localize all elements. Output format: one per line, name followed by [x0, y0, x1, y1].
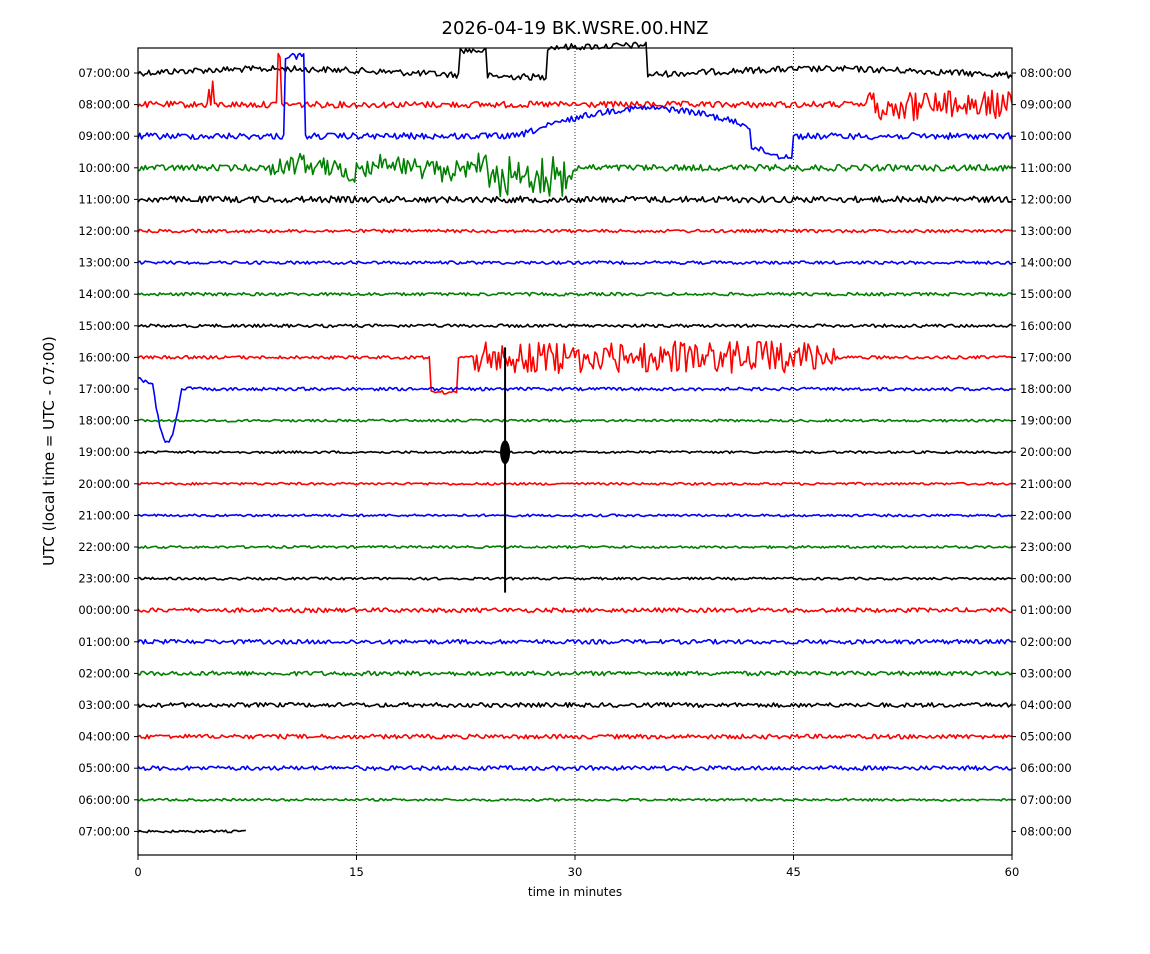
- right-time-label: 23:00:00: [1020, 540, 1072, 554]
- left-time-label: 03:00:00: [78, 698, 130, 712]
- right-time-label: 06:00:00: [1020, 761, 1072, 775]
- trace-row-8: [137, 323, 1013, 329]
- right-time-label: 12:00:00: [1020, 192, 1072, 206]
- trace-row-12: [137, 450, 1013, 455]
- left-time-label: 21:00:00: [78, 508, 130, 522]
- right-time-label: 11:00:00: [1020, 161, 1072, 175]
- trace-row-7: [137, 291, 1013, 297]
- trace-row-5: [137, 228, 1013, 234]
- right-time-label: 16:00:00: [1020, 319, 1072, 333]
- left-time-label: 23:00:00: [78, 572, 130, 586]
- right-time-label: 22:00:00: [1020, 508, 1072, 522]
- trace-row-16: [137, 576, 1013, 581]
- trace-row-24: [137, 829, 246, 834]
- trace-row-19: [137, 670, 1013, 677]
- left-time-label: 08:00:00: [78, 98, 130, 112]
- left-time-label: 07:00:00: [78, 824, 130, 838]
- left-time-label: 14:00:00: [78, 287, 130, 301]
- left-time-label: 09:00:00: [78, 129, 130, 143]
- left-time-label: 07:00:00: [78, 66, 130, 80]
- right-time-label: 08:00:00: [1020, 824, 1072, 838]
- left-time-label: 06:00:00: [78, 793, 130, 807]
- right-time-label: 09:00:00: [1020, 98, 1072, 112]
- left-time-label: 20:00:00: [78, 477, 130, 491]
- right-time-label: 13:00:00: [1020, 224, 1072, 238]
- trace-row-10: [137, 376, 1013, 443]
- left-time-label: 13:00:00: [78, 256, 130, 270]
- seismic-traces: [137, 41, 1013, 834]
- right-time-label: 17:00:00: [1020, 350, 1072, 364]
- left-time-label: 18:00:00: [78, 414, 130, 428]
- left-time-label: 05:00:00: [78, 761, 130, 775]
- trace-row-11: [137, 418, 1013, 423]
- left-time-label: 15:00:00: [78, 319, 130, 333]
- trace-row-14: [137, 513, 1013, 518]
- trace-row-9: [137, 340, 1013, 395]
- left-time-label: 04:00:00: [78, 730, 130, 744]
- left-time-label: 19:00:00: [78, 445, 130, 459]
- right-time-label: 15:00:00: [1020, 287, 1072, 301]
- right-time-label: 08:00:00: [1020, 66, 1072, 80]
- right-time-label: 10:00:00: [1020, 129, 1072, 143]
- right-time-label: 20:00:00: [1020, 445, 1072, 459]
- left-time-label: 16:00:00: [78, 350, 130, 364]
- right-time-label: 18:00:00: [1020, 382, 1072, 396]
- trace-row-4: [137, 195, 1013, 204]
- trace-row-17: [137, 607, 1013, 614]
- right-time-label: 07:00:00: [1020, 793, 1072, 807]
- trace-row-23: [137, 797, 1013, 802]
- right-time-label: 05:00:00: [1020, 730, 1072, 744]
- left-time-label: 10:00:00: [78, 161, 130, 175]
- plot-frame: [137, 47, 1013, 856]
- left-time-label: 12:00:00: [78, 224, 130, 238]
- trace-row-6: [137, 260, 1013, 265]
- x-axis-label: time in minutes: [528, 885, 622, 899]
- left-time-label: 02:00:00: [78, 666, 130, 680]
- x-tick-label: 30: [568, 865, 583, 879]
- left-time-label: 17:00:00: [78, 382, 130, 396]
- right-time-label: 02:00:00: [1020, 635, 1072, 649]
- axis-ticks: 07:00:00 08:00:00 09:00:00 10:00:00 11:00:00…: [78, 66, 1071, 879]
- right-time-label: 04:00:00: [1020, 698, 1072, 712]
- left-time-label: 00:00:00: [78, 603, 130, 617]
- x-tick-label: 15: [349, 865, 364, 879]
- trace-row-2: [137, 52, 1013, 160]
- x-tick-label: 60: [1005, 865, 1020, 879]
- left-time-label: 01:00:00: [78, 635, 130, 649]
- chart-title: 2026-04-19 BK.WSRE.00.HNZ: [442, 18, 709, 39]
- trace-row-3: [137, 152, 1013, 198]
- trace-row-21: [137, 733, 1013, 740]
- left-time-label: 22:00:00: [78, 540, 130, 554]
- right-time-label: 03:00:00: [1020, 666, 1072, 680]
- trace-row-20: [137, 702, 1013, 708]
- grid-lines: [356, 48, 794, 855]
- x-tick-label: 45: [786, 865, 801, 879]
- y-axis-label: UTC (local time = UTC - 07:00): [40, 336, 58, 566]
- trace-row-0: [137, 41, 1013, 81]
- right-time-label: 01:00:00: [1020, 603, 1072, 617]
- trace-row-13: [137, 481, 1013, 486]
- trace-row-18: [137, 638, 1013, 645]
- trace-row-22: [137, 765, 1013, 772]
- right-time-label: 21:00:00: [1020, 477, 1072, 491]
- x-tick-label: 0: [134, 865, 141, 879]
- right-time-label: 14:00:00: [1020, 256, 1072, 270]
- right-time-label: 19:00:00: [1020, 414, 1072, 428]
- event-blob: [500, 440, 511, 465]
- right-time-label: 00:00:00: [1020, 572, 1072, 586]
- trace-row-15: [137, 545, 1013, 549]
- left-time-label: 11:00:00: [78, 192, 130, 206]
